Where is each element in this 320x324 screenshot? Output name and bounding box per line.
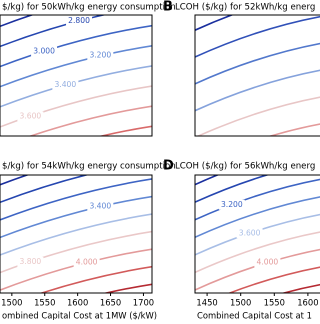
contour-line — [195, 196, 320, 239]
panel-title: $/kg) for 50kWh/kg energy consumption — [2, 3, 176, 13]
x-axis-label: Combined Capital Cost at 1 — [197, 311, 312, 321]
x-axis-label: ombined Capital Cost at 1MW ($/kW) — [2, 311, 157, 321]
label-bg — [66, 15, 93, 26]
contour-line — [0, 44, 152, 88]
plot-frame — [194, 174, 320, 294]
label-bg — [73, 257, 100, 268]
x-tick-label: 1650 — [100, 298, 121, 308]
plot-area: 3.400 3.800 4.000 — [0, 175, 152, 293]
contour-line — [39, 265, 152, 293]
label-bg — [254, 257, 281, 268]
x-tick-label: 1600 — [67, 298, 88, 308]
contour-label: 3.000 — [33, 46, 55, 55]
panel-label: D — [163, 159, 174, 174]
x-tick-label: 1450 — [196, 298, 217, 308]
x-tick-label: 1500 — [230, 298, 251, 308]
panel-title: LCOH ($/kg) for 52kWh/kg energ — [175, 3, 315, 13]
panel-title: LCOH ($/kg) for 56kWh/kg energ — [175, 162, 315, 172]
panel: $/kg) for 54kWh/kg energy consumption 3.4… — [0, 162, 176, 321]
contour-line — [280, 283, 320, 293]
contour-label: 2.800 — [68, 16, 90, 25]
contour-label: 3.200 — [221, 200, 243, 209]
plot-frame — [0, 14, 153, 137]
contour-line — [196, 96, 320, 136]
plot-frame — [194, 14, 320, 137]
contour-line — [0, 230, 152, 274]
label-bg — [52, 80, 79, 91]
plot-area: 3.200 3.600 4.000 — [195, 175, 320, 293]
label-bg — [17, 257, 44, 268]
contour-line — [195, 231, 320, 274]
contour-label: 4.000 — [76, 258, 98, 267]
contour-line — [0, 24, 152, 68]
contour-line — [195, 178, 320, 221]
contour-line — [195, 248, 320, 291]
contour-label: 3.800 — [20, 257, 42, 266]
contour-line — [0, 85, 152, 128]
contour-label: 3.400 — [54, 80, 76, 89]
x-tick-label: 1550 — [264, 298, 285, 308]
x-tick-label: 1700 — [133, 298, 154, 308]
panel: B LCOH ($/kg) for 52kWh/kg energ — [163, 0, 320, 137]
contour-line — [195, 175, 270, 204]
contour-label: 3.400 — [89, 201, 111, 210]
contour-line — [195, 15, 234, 32]
contour-line — [0, 178, 152, 221]
label-bg — [31, 46, 58, 57]
contour-line — [267, 123, 320, 136]
contour-line — [98, 125, 152, 136]
contour-line — [28, 105, 152, 136]
plot-area: 2.800 3.000 3.200 3.400 3.600 — [0, 15, 152, 136]
contour-line — [102, 283, 152, 293]
contour-label: 3.600 — [20, 111, 42, 120]
x-tick-label: 1600 — [297, 298, 318, 308]
label-bg — [87, 50, 114, 61]
contour-line — [0, 175, 30, 186]
contour-line — [0, 213, 152, 256]
plot-frame — [0, 174, 153, 294]
contour-line — [195, 69, 320, 112]
contour-line — [227, 266, 320, 293]
contour-line — [195, 42, 320, 85]
label-bg — [236, 228, 263, 239]
panel-label: B — [163, 0, 173, 15]
label-bg — [87, 201, 114, 212]
contour-label: 4.000 — [257, 258, 279, 267]
panel: D LCOH ($/kg) for 56kWh/kg energ 3.200 3.60… — [163, 159, 320, 321]
panel: $/kg) for 50kWh/kg energy consumption 2.8… — [0, 3, 176, 137]
plot-area — [195, 15, 320, 136]
contour-line — [195, 175, 220, 186]
panel-title: $/kg) for 54kWh/kg energy consumption — [2, 162, 176, 172]
contour-line — [0, 195, 152, 239]
contour-label: 3.600 — [239, 228, 261, 237]
x-tick-label: 1500 — [1, 298, 22, 308]
contour-line — [0, 15, 35, 28]
label-bg — [17, 111, 44, 122]
contour-line — [195, 15, 320, 58]
contour-label: 3.200 — [89, 51, 111, 60]
contour-line — [0, 175, 90, 204]
label-bg — [218, 199, 245, 210]
x-tick-label: 1550 — [34, 298, 55, 308]
